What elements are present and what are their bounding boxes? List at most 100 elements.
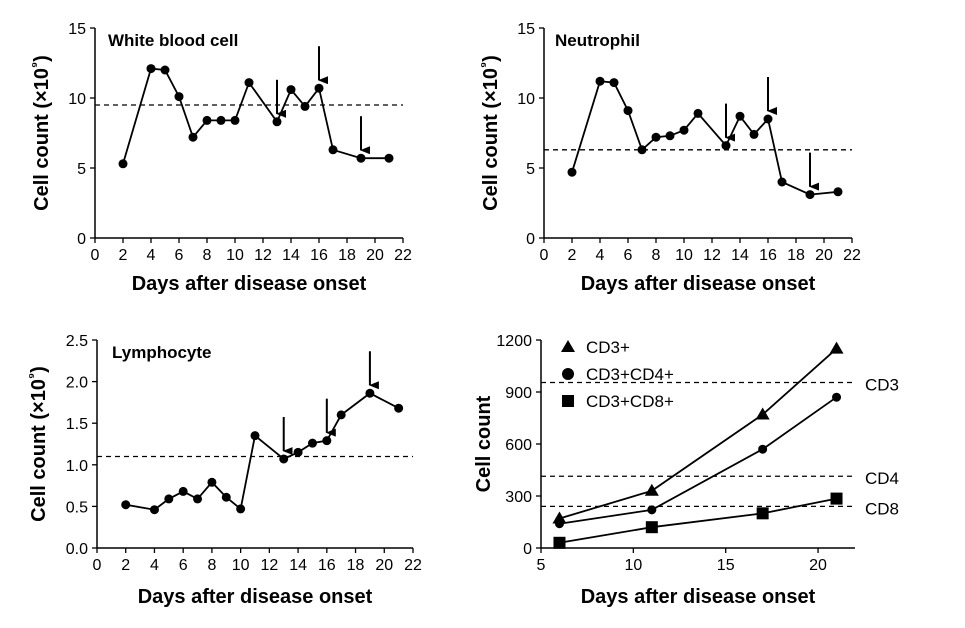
- data-point-circle: [314, 83, 324, 93]
- data-point-circle: [307, 438, 317, 448]
- y-tick-label: 10: [517, 91, 535, 108]
- data-point-circle: [230, 115, 240, 125]
- data-point-circle: [763, 114, 773, 124]
- x-tick-label: 12: [254, 247, 272, 264]
- data-point-triangle: [755, 407, 770, 420]
- data-point-square: [756, 507, 769, 520]
- data-point-circle: [328, 145, 338, 155]
- data-point-circle: [300, 101, 310, 111]
- data-point-circle: [805, 190, 815, 200]
- x-tick-label: 14: [731, 247, 749, 264]
- x-tick-label: 4: [596, 247, 605, 264]
- x-tick-label: 14: [282, 247, 300, 264]
- data-point-circle: [236, 504, 246, 514]
- chart-panel-2: 0 2 4 6 8 10 12 14 16 18 20 22 0 5 10 15 Days after dise…: [477, 21, 861, 295]
- x-axis-label: Days after disease onset: [138, 586, 373, 608]
- y-axis-label: Cell count: [473, 395, 495, 492]
- x-tick-label: 6: [624, 247, 633, 264]
- legend-marker-triangle: [561, 340, 575, 352]
- data-point-circle: [679, 125, 689, 135]
- data-point-circle: [721, 141, 731, 151]
- x-tick-label: 16: [310, 247, 328, 264]
- data-point-circle: [336, 410, 346, 420]
- data-point-circle: [193, 494, 203, 504]
- y-tick-label: 0.0: [66, 541, 88, 558]
- legend-marker-circle: [562, 368, 574, 380]
- x-tick-label: 5: [537, 557, 546, 574]
- chart-panel-3: 0 2 4 6 8 10 12 14 16 18 20 22 0.0 0.5 1.0 1.5 2.0 2.5 Day…: [25, 333, 422, 608]
- y-tick-label: 5: [526, 161, 535, 178]
- data-point-square: [553, 536, 566, 549]
- data-point-circle: [609, 78, 619, 88]
- data-point-circle: [758, 444, 768, 454]
- series-line-1: [559, 347, 838, 520]
- data-point-square: [830, 492, 843, 505]
- x-tick-label: 10: [675, 247, 693, 264]
- data-point-circle: [174, 92, 184, 102]
- y-axis-label: Cell count (×10⁹): [28, 55, 53, 211]
- data-point-circle: [693, 108, 703, 118]
- data-point-triangle: [552, 511, 567, 524]
- data-point-circle: [832, 392, 842, 402]
- data-point-circle: [293, 447, 303, 457]
- data-point-circle: [250, 431, 260, 441]
- y-tick-label: 0.5: [66, 499, 88, 516]
- series-line-1: [122, 67, 389, 165]
- x-tick-label: 22: [404, 557, 422, 574]
- series-line-3: [559, 497, 837, 544]
- x-tick-label: 0: [93, 557, 102, 574]
- data-point-circle: [272, 117, 282, 127]
- x-tick-label: 18: [338, 247, 356, 264]
- x-tick-label: 0: [540, 247, 549, 264]
- legend-label: CD3+: [586, 338, 630, 357]
- panel-title: Neutrophil: [555, 31, 640, 50]
- data-point-circle: [651, 132, 661, 142]
- data-point-circle: [146, 64, 156, 74]
- data-point-circle: [394, 403, 404, 413]
- data-point-circle: [279, 454, 289, 464]
- data-point-circle: [647, 505, 657, 515]
- y-tick-label: 15: [68, 21, 86, 38]
- x-tick-label: 20: [366, 247, 384, 264]
- y-tick-label: 900: [505, 385, 532, 402]
- y-tick-label: 2.5: [66, 333, 88, 350]
- x-tick-label: 16: [318, 557, 336, 574]
- data-point-circle: [149, 505, 159, 515]
- data-point-triangle: [644, 483, 659, 496]
- data-point-circle: [244, 78, 254, 88]
- data-point-triangle: [829, 341, 844, 354]
- data-point-circle: [567, 167, 577, 177]
- x-axis-label: Days after disease onset: [581, 273, 816, 295]
- x-tick-label: 15: [717, 557, 735, 574]
- x-tick-label: 2: [121, 557, 130, 574]
- data-point-circle: [365, 388, 375, 398]
- x-tick-label: 22: [394, 247, 412, 264]
- y-tick-label: 2.0: [66, 375, 88, 392]
- series-line-2: [559, 396, 838, 525]
- y-tick-label: 600: [505, 437, 532, 454]
- legend-marker-square: [562, 395, 574, 407]
- chart-panel-1: 0 2 4 6 8 10 12 14 16 18 20 22 0 5 10 15 Days after dise…: [28, 21, 412, 295]
- x-tick-label: 12: [703, 247, 721, 264]
- data-point-circle: [160, 65, 170, 75]
- data-point-circle: [121, 500, 131, 510]
- x-tick-label: 12: [260, 557, 278, 574]
- x-tick-label: 6: [179, 557, 188, 574]
- y-tick-label: 0: [526, 231, 535, 248]
- x-tick-label: 10: [232, 557, 250, 574]
- y-axis-label: Cell count (×10⁹): [477, 55, 502, 211]
- data-point-circle: [202, 115, 212, 125]
- y-tick-label: 0: [523, 541, 532, 558]
- y-axis-label: Cell count (×10⁹): [25, 366, 50, 522]
- x-tick-label: 8: [207, 557, 216, 574]
- series-line-1: [571, 80, 839, 196]
- data-point-circle: [623, 106, 633, 116]
- panel-title: Lymphocyte: [112, 343, 212, 362]
- data-point-square: [645, 521, 658, 534]
- data-point-circle: [356, 153, 366, 163]
- x-tick-label: 10: [624, 557, 642, 574]
- data-point-circle: [286, 85, 296, 95]
- x-tick-label: 4: [147, 247, 156, 264]
- x-tick-label: 8: [203, 247, 212, 264]
